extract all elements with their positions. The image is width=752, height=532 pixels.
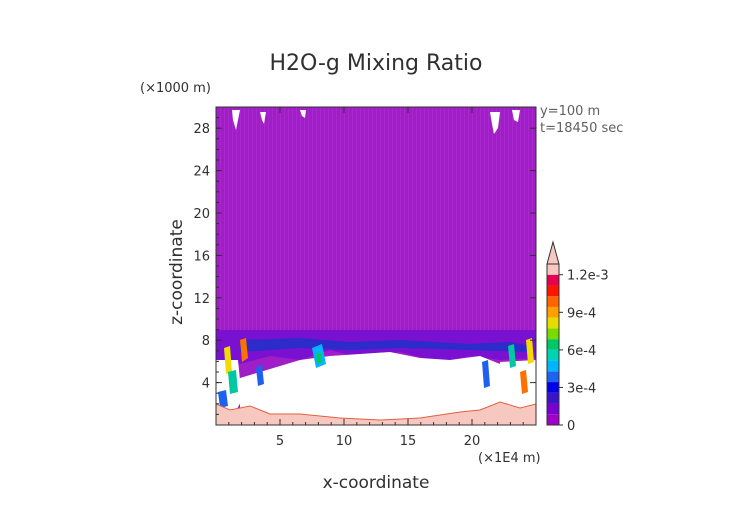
annotation-y: y=100 m [540, 104, 600, 119]
colorbar-segment [547, 414, 559, 425]
colorbar-extend-arrow [546, 240, 560, 265]
x-axis-label: x-coordinate [323, 473, 430, 493]
y-tick-label: 4 [202, 377, 210, 392]
fine-grid-texture [216, 107, 536, 337]
y-tick-label: 24 [193, 165, 210, 180]
stratosphere-dry-patches [232, 110, 520, 134]
colorbar-segment [547, 360, 559, 372]
y-tick-label: 20 [193, 207, 210, 222]
colorbar-tick-label: 3e-4 [567, 381, 596, 396]
colorbar-tick-label: 6e-4 [567, 344, 596, 359]
y-tick-label: 12 [193, 292, 210, 307]
right-convective-column [482, 338, 536, 416]
colorbar-segment [547, 264, 559, 275]
x-tick-label: 15 [400, 434, 417, 449]
colorbar-segment [547, 285, 559, 297]
dry-region [240, 352, 500, 420]
y-tick-label: 16 [193, 249, 210, 264]
y-units-label: (×1000 m) [140, 81, 211, 96]
left-convective-column [216, 338, 248, 414]
mid-convective-cells [256, 344, 326, 386]
x-tick-label: 5 [276, 434, 284, 449]
colorbar-segment [547, 392, 559, 404]
plot-area [216, 107, 536, 425]
chart-title: H2O-g Mixing Ratio [270, 51, 483, 76]
colorbar-tick-label: 1.2e-3 [567, 269, 609, 284]
x-units-label: (×1E4 m) [478, 451, 541, 466]
axis-ticks: 5 10 15 20 4 8 12 16 20 24 28 [193, 107, 536, 449]
y-tick-label: 28 [193, 122, 210, 137]
colorbar-segment [547, 328, 559, 340]
colorbar-segment [547, 371, 559, 383]
x-tick-label: 20 [464, 434, 481, 449]
surface-boundary-layer [216, 401, 536, 425]
y-tick-label: 8 [202, 334, 210, 349]
colorbar-segment [547, 296, 559, 307]
colorbar-tick-label: 0 [567, 419, 575, 434]
colorbar-segment [547, 339, 559, 350]
colorbar-segment [547, 403, 559, 415]
colorbar-tick-label: 9e-4 [567, 306, 596, 321]
colorbar-frame [546, 263, 560, 426]
colorbar-segment [547, 349, 559, 361]
colorbar-segment [547, 306, 559, 318]
colorbar-segment [547, 317, 559, 329]
x-tick-label: 10 [336, 434, 353, 449]
colorbar: 0 3e-4 6e-4 9e-4 1.2e-3 [546, 240, 609, 434]
colorbar-segment [547, 382, 559, 393]
colorbar-segment [547, 274, 559, 286]
y-axis-label: z-coordinate [167, 219, 187, 325]
annotation-t: t=18450 sec [540, 121, 623, 136]
